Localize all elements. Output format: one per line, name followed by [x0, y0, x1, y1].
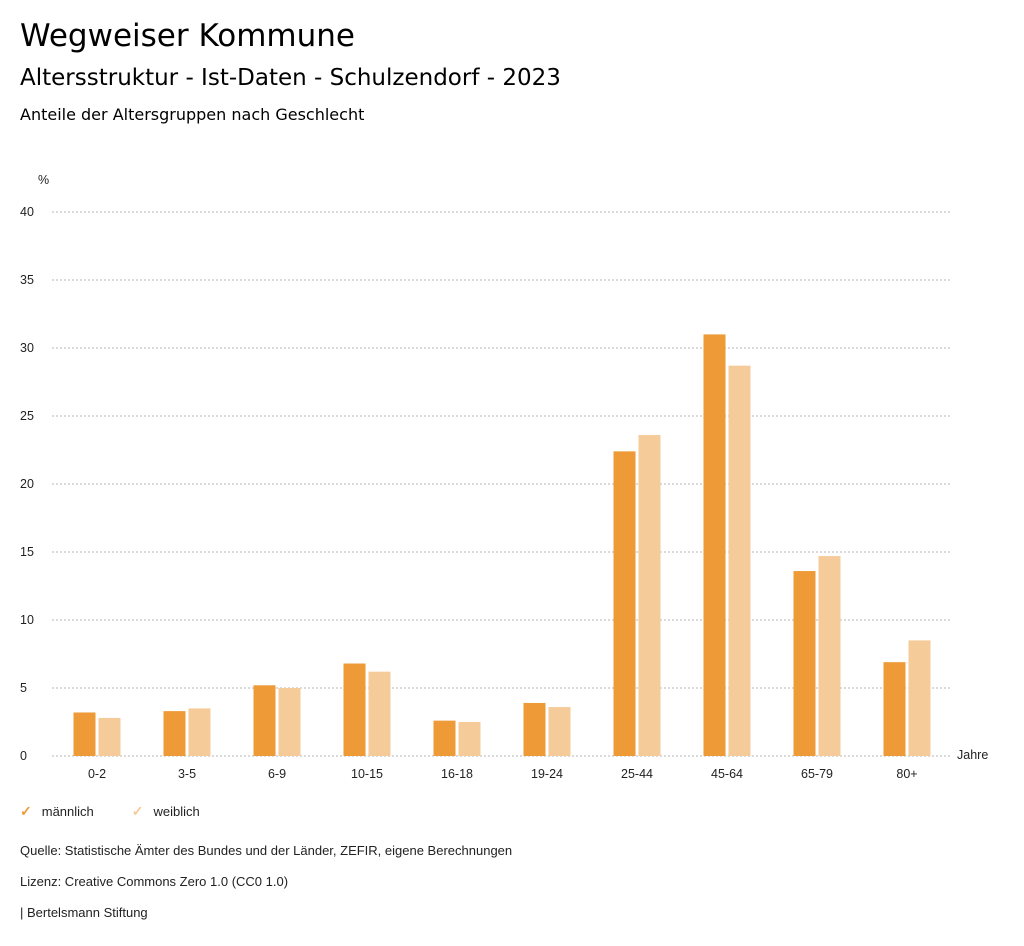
y-tick-label: 10: [20, 613, 34, 627]
source-text: Quelle: Statistische Ämter des Bundes un…: [20, 843, 513, 858]
legend-label: weiblich: [153, 804, 200, 819]
bar-maennlich-80+[interactable]: [883, 662, 906, 756]
y-tick-label: 5: [20, 681, 27, 695]
y-tick-label: 30: [20, 341, 34, 355]
y-tick-label: 0: [20, 749, 27, 763]
legend: ✓ männlich ✓ weiblich: [20, 803, 238, 820]
bar-weiblich-45-64[interactable]: [728, 365, 751, 756]
bar-weiblich-6-9[interactable]: [278, 688, 301, 756]
bar-weiblich-3-5[interactable]: [188, 708, 211, 756]
x-tick-label: 25-44: [621, 767, 653, 781]
bar-weiblich-19-24[interactable]: [548, 707, 571, 756]
y-tick-label: 40: [20, 205, 34, 219]
bar-weiblich-65-79[interactable]: [818, 556, 841, 756]
y-tick-label: 15: [20, 545, 34, 559]
y-tick-label: 20: [20, 477, 34, 491]
bar-maennlich-25-44[interactable]: [613, 451, 636, 756]
bar-weiblich-10-15[interactable]: [368, 671, 391, 756]
y-axis-label: %: [38, 173, 49, 187]
bar-weiblich-25-44[interactable]: [638, 435, 661, 756]
x-tick-label: 0-2: [88, 767, 106, 781]
bar-weiblich-16-18[interactable]: [458, 722, 481, 756]
check-icon: ✓: [20, 803, 32, 819]
bars: [73, 334, 931, 756]
y-tick-label: 35: [20, 273, 34, 287]
check-icon: ✓: [131, 803, 144, 819]
legend-item-weiblich[interactable]: ✓ weiblich: [132, 803, 200, 820]
license-text: Lizenz: Creative Commons Zero 1.0 (CC0 1…: [20, 874, 289, 889]
bar-maennlich-16-18[interactable]: [433, 720, 456, 756]
bar-maennlich-10-15[interactable]: [343, 663, 366, 756]
chart-subtitle: Altersstruktur - Ist-Daten - Schulzendor…: [20, 65, 561, 91]
bar-maennlich-6-9[interactable]: [253, 685, 276, 756]
x-tick-label: 80+: [896, 767, 917, 781]
bar-maennlich-65-79[interactable]: [793, 571, 816, 756]
bar-maennlich-0-2[interactable]: [73, 712, 96, 756]
bar-maennlich-3-5[interactable]: [163, 711, 186, 756]
publisher-text: | Bertelsmann Stiftung: [20, 905, 148, 920]
bar-maennlich-45-64[interactable]: [703, 334, 726, 756]
legend-item-maennlich[interactable]: ✓ männlich: [20, 803, 94, 820]
bar-chart: 0 5 10 15 20 25 30 35 40 % 0-2 3-5 6-9 10-15 16-18 19…: [20, 173, 988, 781]
bar-weiblich-0-2[interactable]: [98, 717, 121, 756]
x-axis-ticks: 0-2 3-5 6-9 10-15 16-18 19-24 25-44 45-64 65-79 8…: [88, 767, 918, 781]
x-tick-label: 65-79: [801, 767, 833, 781]
bar-maennlich-19-24[interactable]: [523, 702, 546, 756]
y-tick-label: 25: [20, 409, 34, 423]
x-tick-label: 45-64: [711, 767, 743, 781]
grid-lines: [52, 211, 952, 757]
page-title: Wegweiser Kommune: [20, 18, 355, 54]
x-tick-label: 10-15: [351, 767, 383, 781]
x-axis-label: Jahre: [957, 748, 988, 762]
x-tick-label: 16-18: [441, 767, 473, 781]
legend-label: männlich: [41, 804, 94, 819]
y-axis-ticks: 0 5 10 15 20 25 30 35 40: [20, 205, 34, 763]
bar-weiblich-80+[interactable]: [908, 640, 931, 756]
x-tick-label: 3-5: [178, 767, 196, 781]
chart-description: Anteile der Altersgruppen nach Geschlech…: [20, 105, 365, 124]
x-tick-label: 6-9: [268, 767, 286, 781]
x-tick-label: 19-24: [531, 767, 563, 781]
